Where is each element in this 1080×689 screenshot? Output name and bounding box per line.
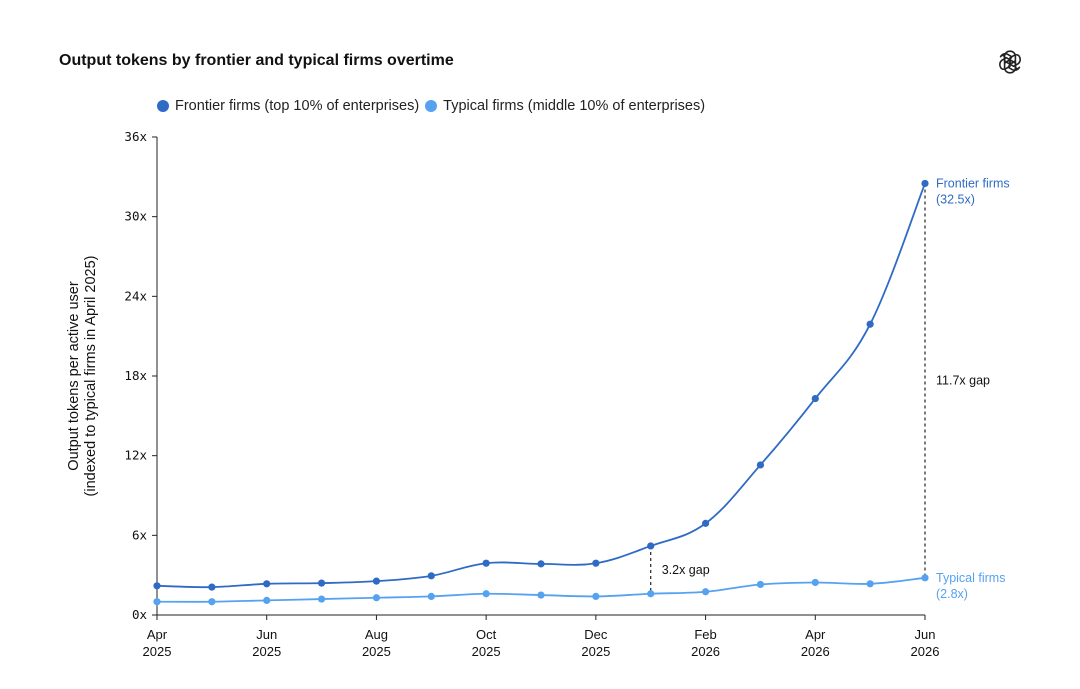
- legend-label-frontier: Frontier firms (top 10% of enterprises): [175, 98, 420, 114]
- x-tick-label-month: Jun: [915, 627, 936, 642]
- y-tick-label: 18x: [124, 368, 147, 383]
- data-point-typical: [153, 598, 161, 606]
- y-axis-label: Output tokens per active user (indexed to…: [66, 256, 99, 497]
- legend-marker-typical: [425, 100, 438, 112]
- data-point-frontier: [482, 559, 490, 567]
- x-tick-label-month: Apr: [805, 627, 826, 642]
- data-point-frontier: [153, 582, 161, 590]
- y-tick-label: 24x: [124, 288, 147, 303]
- x-tick-label-month: Jun: [256, 627, 277, 642]
- y-tick-label: 6x: [132, 527, 148, 542]
- data-point-typical: [263, 596, 271, 604]
- x-tick-label-year: 2026: [801, 644, 830, 659]
- data-point-typical: [537, 591, 545, 599]
- data-point-typical: [811, 578, 819, 587]
- data-point-typical: [592, 592, 600, 601]
- data-point-frontier: [427, 572, 435, 580]
- legend-label-typical: Typical firms (middle 10% of enterprises…: [443, 98, 706, 114]
- x-tick-label-month: Aug: [365, 627, 388, 642]
- data-point-frontier: [208, 583, 216, 591]
- data-point-frontier: [647, 542, 655, 550]
- chart-legend: Frontier firms (top 10% of enterprises) …: [157, 98, 711, 114]
- data-point-frontier: [263, 580, 271, 588]
- data-point-typical: [372, 594, 381, 602]
- data-point-typical: [756, 580, 765, 589]
- data-point-frontier: [756, 461, 765, 469]
- data-point-typical: [317, 595, 326, 603]
- data-point-typical: [647, 590, 655, 598]
- data-point-typical: [866, 580, 874, 588]
- x-tick-label-year: 2026: [691, 644, 720, 659]
- x-tick-label-year: 2025: [581, 644, 610, 659]
- data-point-frontier: [811, 394, 819, 403]
- gap-label: 3.2x gap: [662, 563, 710, 577]
- typical-end-value: (2.8x): [936, 587, 968, 601]
- y-tick-label: 30x: [124, 209, 147, 224]
- data-point-frontier: [701, 519, 710, 527]
- y-tick-label: 36x: [124, 129, 147, 144]
- legend-item-typical: Typical firms (middle 10% of enterprises…: [425, 98, 705, 114]
- y-tick-label: 0x: [132, 607, 148, 622]
- data-point-frontier: [372, 577, 381, 585]
- x-tick-label-year: 2025: [252, 644, 281, 659]
- x-tick-label-month: Dec: [584, 627, 608, 642]
- data-point-typical: [921, 574, 929, 582]
- x-tick-label-month: Feb: [694, 627, 716, 642]
- x-tick-label-month: Oct: [476, 627, 497, 642]
- legend-item-frontier: Frontier firms (top 10% of enterprises): [157, 98, 419, 114]
- data-point-frontier: [317, 579, 326, 587]
- data-point-typical: [427, 592, 435, 601]
- x-tick-label-year: 2026: [911, 644, 940, 659]
- openai-logo-icon: [999, 50, 1021, 74]
- x-tick-label-month: Apr: [147, 627, 168, 642]
- series-line-frontier: [156, 183, 926, 589]
- data-point-frontier: [592, 559, 600, 567]
- data-point-typical: [701, 588, 710, 596]
- y-axis-label-line: Output tokens per active user: [66, 281, 82, 471]
- typical-end-label: Typical firms: [936, 571, 1005, 585]
- frontier-end-value: (32.5x): [936, 192, 975, 206]
- x-tick-label-year: 2025: [472, 644, 501, 659]
- gap-label: 11.7x gap: [936, 374, 990, 388]
- data-point-frontier: [921, 179, 929, 188]
- x-tick-label-year: 2025: [362, 644, 391, 659]
- data-point-typical: [482, 590, 490, 598]
- y-axis-label-line: (indexed to typical firms in April 2025): [83, 256, 99, 497]
- data-point-frontier: [537, 560, 545, 568]
- legend-marker-frontier: [157, 100, 169, 112]
- data-point-typical: [208, 598, 216, 606]
- frontier-end-label: Frontier firms: [936, 176, 1010, 190]
- y-tick-label: 12x: [124, 448, 147, 463]
- chart-title: Output tokens by frontier and typical fi…: [59, 52, 454, 69]
- x-tick-label-year: 2025: [143, 644, 172, 659]
- data-point-frontier: [866, 320, 874, 328]
